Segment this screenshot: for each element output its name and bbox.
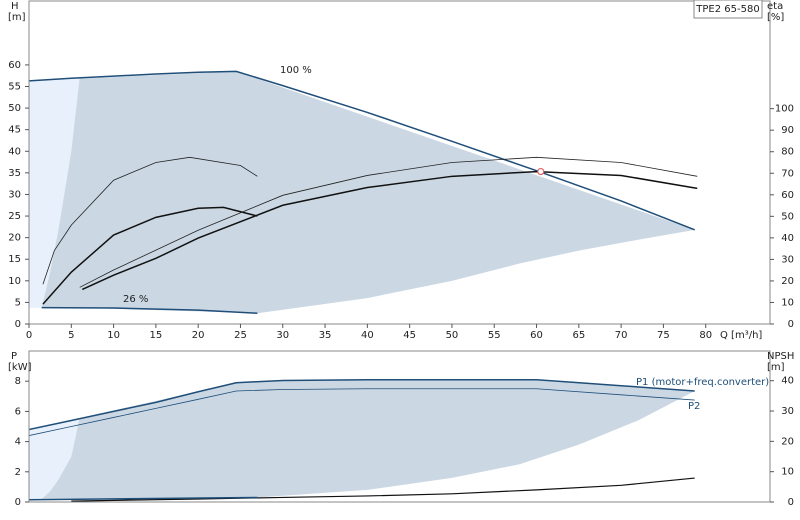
x-tick-label: 10 xyxy=(107,330,120,341)
y-axis-label: [kW] xyxy=(8,362,32,373)
curve xyxy=(29,70,695,231)
x-tick-label: 15 xyxy=(150,330,163,341)
y2-tick-label: 0 xyxy=(788,319,794,330)
y-tick-label: 10 xyxy=(8,276,21,287)
y-axis-label: H xyxy=(11,1,19,12)
curve xyxy=(29,496,258,501)
x-axis-label: Q [m³/h] xyxy=(720,330,762,341)
x-tick-label: 25 xyxy=(234,330,247,341)
curve xyxy=(42,206,258,305)
chart-title: TPE2 65-580 xyxy=(695,4,759,15)
x-tick-label: 0 xyxy=(26,330,32,341)
y2-tick-label: 60 xyxy=(781,190,794,201)
y-tick-label: 30 xyxy=(8,189,21,200)
y-axis-label: [m] xyxy=(8,12,26,23)
y2-axis-label: eta xyxy=(767,1,783,12)
operating-region xyxy=(29,379,695,499)
curve xyxy=(79,156,698,288)
y2-tick-label: 10 xyxy=(781,297,794,308)
y2-tick-label: 100 xyxy=(775,104,794,115)
y-tick-label: 25 xyxy=(8,211,21,222)
curve xyxy=(29,388,695,436)
y2-tick-label: 20 xyxy=(781,436,794,447)
x-tick-label: 60 xyxy=(530,330,543,341)
operating-region xyxy=(29,417,80,499)
y-tick-label: 15 xyxy=(8,254,21,265)
y2-tick-label: 30 xyxy=(781,406,794,417)
y-tick-label: 55 xyxy=(8,82,21,93)
y2-tick-label: 0 xyxy=(788,497,794,508)
y-tick-label: 8 xyxy=(15,376,21,387)
series-label: P2 xyxy=(688,401,700,412)
y-tick-label: 0 xyxy=(15,319,21,330)
annotation: 100 % xyxy=(280,65,312,76)
plot-area xyxy=(29,70,698,314)
y-tick-label: 60 xyxy=(8,60,21,71)
y-tick-label: 5 xyxy=(15,297,21,308)
y-tick-label: 2 xyxy=(15,467,21,478)
y2-tick-label: 40 xyxy=(781,376,794,387)
y-tick-label: 50 xyxy=(8,103,21,114)
y2-tick-label: 70 xyxy=(781,168,794,179)
y-tick-label: 4 xyxy=(15,437,21,448)
y2-tick-label: 80 xyxy=(781,147,794,158)
y-tick-label: 6 xyxy=(15,406,21,417)
plot-frame xyxy=(28,350,771,503)
y-axis-label: P xyxy=(11,351,17,362)
curve xyxy=(41,306,258,314)
plot-area xyxy=(29,378,695,502)
x-tick-label: 75 xyxy=(657,330,670,341)
operating-region xyxy=(29,71,695,314)
x-tick-label: 20 xyxy=(192,330,205,341)
y-tick-label: 0 xyxy=(15,497,21,508)
y-tick-label: 40 xyxy=(8,146,21,157)
annotation: 26 % xyxy=(123,294,148,305)
x-tick-label: 5 xyxy=(68,330,74,341)
y2-axis-label: NPSH xyxy=(767,351,794,362)
y-tick-label: 45 xyxy=(8,125,21,136)
plot-frame xyxy=(28,0,771,325)
y2-tick-label: 10 xyxy=(781,467,794,478)
y-tick-label: 35 xyxy=(8,168,21,179)
x-tick-label: 55 xyxy=(488,330,501,341)
y-tick-label: 20 xyxy=(8,233,21,244)
y2-tick-label: 90 xyxy=(781,125,794,136)
curve xyxy=(42,156,258,285)
x-tick-label: 30 xyxy=(276,330,289,341)
curve xyxy=(71,477,695,502)
curve xyxy=(29,378,695,431)
curve xyxy=(81,170,698,291)
x-tick-label: 35 xyxy=(319,330,332,341)
x-tick-label: 70 xyxy=(615,330,628,341)
y2-tick-label: 40 xyxy=(781,233,794,244)
x-tick-label: 65 xyxy=(572,330,585,341)
operating-region xyxy=(29,77,80,308)
y2-tick-label: 30 xyxy=(781,254,794,265)
x-tick-label: 45 xyxy=(403,330,416,341)
x-tick-label: 50 xyxy=(446,330,459,341)
y2-axis-label: [m] xyxy=(767,362,785,373)
y2-tick-label: 20 xyxy=(781,276,794,287)
y2-tick-label: 50 xyxy=(781,211,794,222)
x-tick-label: 40 xyxy=(361,330,374,341)
duty-point xyxy=(537,167,545,176)
x-tick-label: 80 xyxy=(699,330,712,341)
title-box xyxy=(693,0,763,19)
series-label: P1 (motor+freq.converter) xyxy=(636,377,769,388)
y2-axis-label: [%] xyxy=(767,12,784,23)
